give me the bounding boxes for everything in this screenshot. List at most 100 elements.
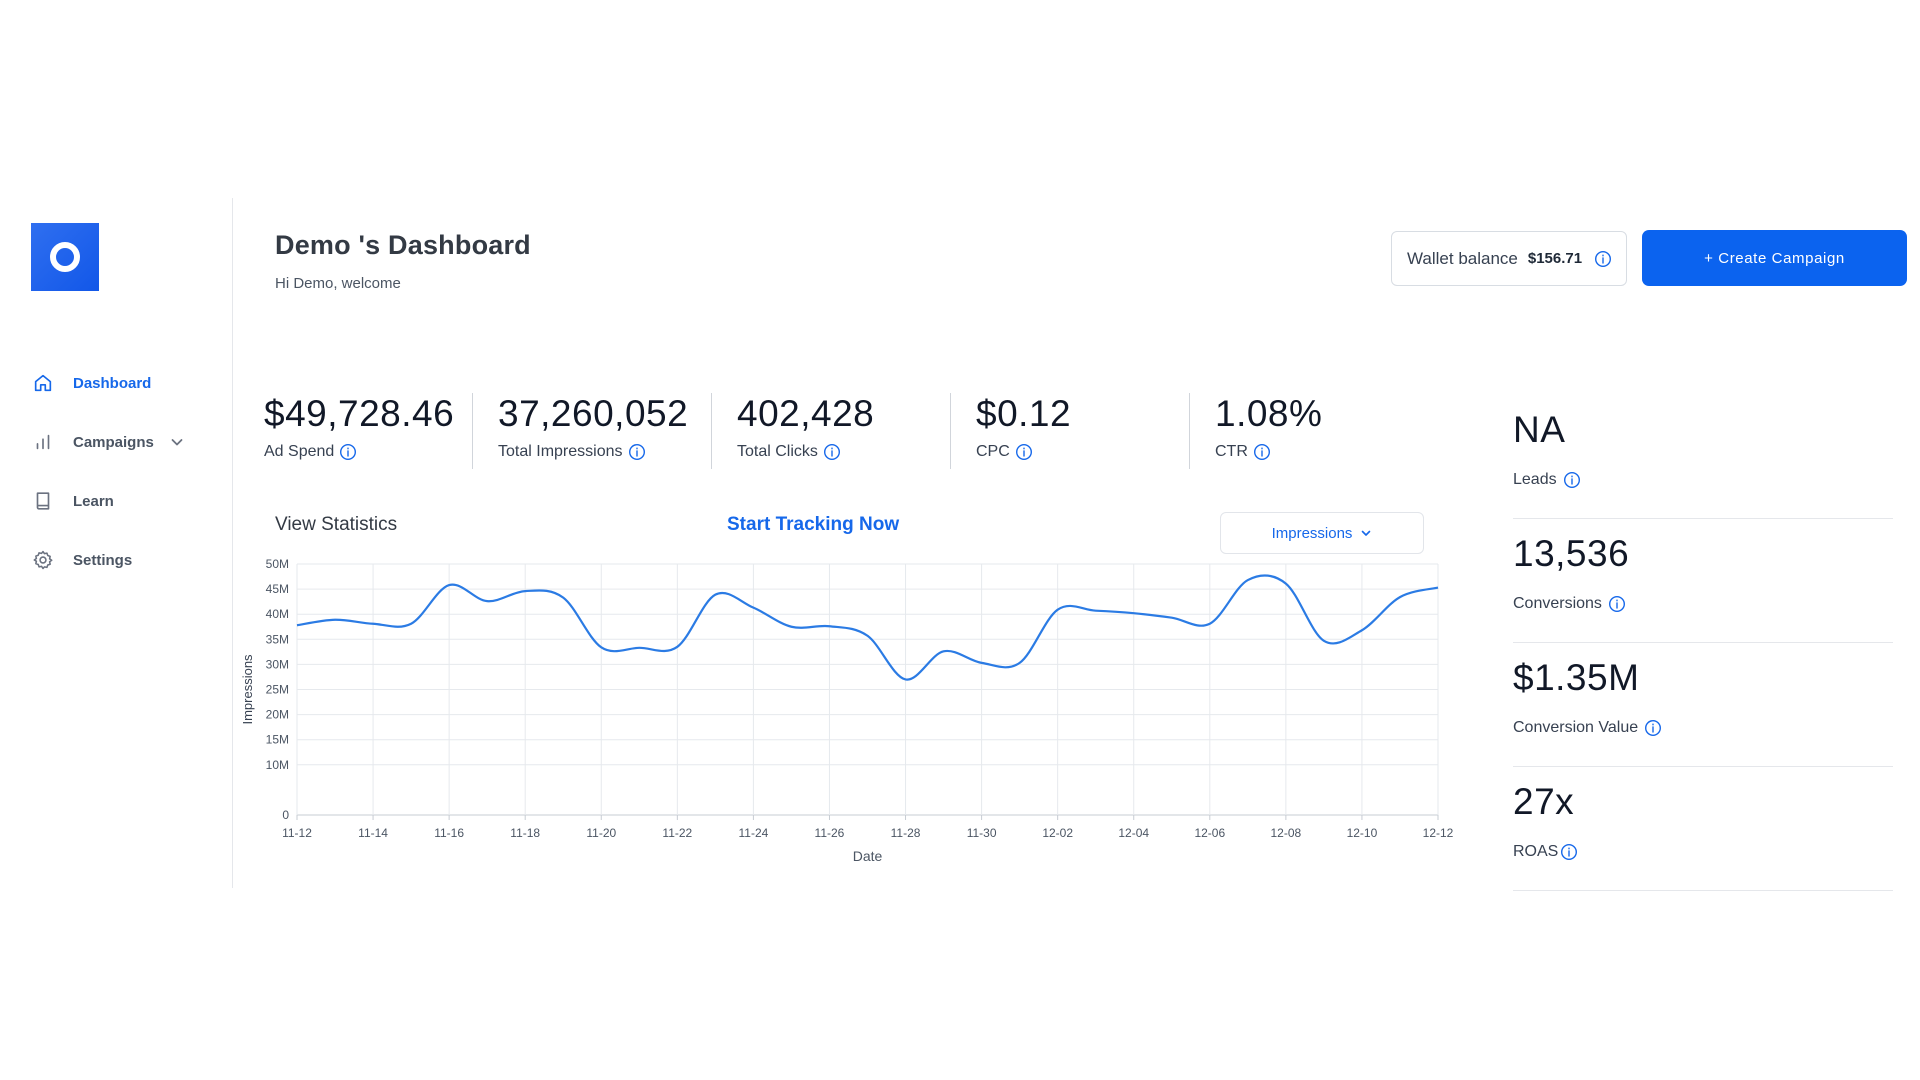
x-tick-label: 12-06 — [1194, 826, 1225, 840]
home-icon — [32, 372, 54, 394]
sidebar-item-settings[interactable]: Settings — [32, 545, 232, 575]
side-metric-value: NA — [1513, 409, 1566, 450]
sidebar-nav: Dashboard Campaigns Learn — [32, 368, 232, 604]
info-icon[interactable] — [1644, 719, 1662, 737]
sidebar: Dashboard Campaigns Learn — [0, 198, 233, 888]
side-metric-leads: NA Leads — [1513, 395, 1893, 519]
metric-cpc: $0.12 CPC — [950, 393, 1189, 469]
info-icon[interactable] — [1608, 595, 1626, 613]
metrics-row: $49,728.46 Ad Spend 37,260,052 Total Imp… — [262, 393, 1428, 469]
y-tick-label: 50M — [266, 557, 289, 571]
y-tick-label: 30M — [266, 657, 289, 671]
bar-chart-icon — [32, 431, 54, 453]
metric-label-row: Total Clicks — [737, 443, 950, 461]
dropdown-value: Impressions — [1271, 524, 1353, 542]
sidebar-item-label: Campaigns — [73, 433, 154, 451]
metric-label: CTR — [1215, 443, 1248, 460]
x-tick-label: 12-04 — [1118, 826, 1149, 840]
metric-label: Ad Spend — [264, 443, 335, 460]
side-metric-value: 13,536 — [1513, 533, 1630, 574]
y-tick-label: 25M — [266, 683, 289, 697]
x-tick-label: 11-14 — [358, 826, 388, 840]
side-metric-label-row: Conversion Value — [1513, 719, 1662, 737]
statistics-title: View Statistics — [275, 514, 398, 535]
side-metrics: NA Leads 13,536 Conversions $1.35M Conve… — [1513, 395, 1893, 891]
wallet-label: Wallet balance — [1407, 248, 1518, 268]
create-campaign-button[interactable]: + Create Campaign — [1642, 230, 1907, 286]
sidebar-item-learn[interactable]: Learn — [32, 486, 232, 516]
metric-total-clicks: 402,428 Total Clicks — [711, 393, 950, 469]
metric-value: 1.08% — [1215, 393, 1323, 434]
y-tick-label: 15M — [266, 733, 289, 747]
metric-label-row: CTR — [1215, 443, 1428, 461]
chart-svg: 0 10M 15M 20M 25M 30M 35M 40M 45M 50M 11-12 11-14 11… — [240, 557, 1454, 864]
logo-ring-icon — [50, 242, 80, 272]
wallet-balance-box: Wallet balance $156.71 — [1391, 231, 1627, 286]
info-icon[interactable] — [1015, 443, 1033, 461]
metric-value: 402,428 — [737, 393, 875, 434]
metric-label: Total Clicks — [737, 443, 818, 460]
side-metric-label: Leads — [1513, 471, 1557, 488]
x-tick-label: 11-24 — [738, 826, 768, 840]
start-tracking-link[interactable]: Start Tracking Now — [727, 514, 900, 535]
x-tick-label: 12-12 — [1423, 826, 1454, 840]
wallet-value: $156.71 — [1527, 250, 1583, 267]
y-tick-label: 45M — [266, 582, 289, 596]
sidebar-item-dashboard[interactable]: Dashboard — [32, 368, 232, 398]
info-icon[interactable] — [1563, 471, 1581, 489]
info-icon[interactable] — [628, 443, 646, 461]
side-metric-conversions: 13,536 Conversions — [1513, 519, 1893, 643]
book-icon — [32, 490, 54, 512]
app-logo[interactable] — [31, 223, 99, 291]
y-tick-label: 35M — [266, 632, 289, 646]
side-metric-roas: 27x ROAS — [1513, 767, 1893, 891]
chevron-down-icon[interactable] — [170, 435, 184, 449]
side-metric-label-row: Conversions — [1513, 595, 1626, 613]
metric-total-impressions: 37,260,052 Total Impressions — [472, 393, 711, 469]
y-tick-label: 20M — [266, 708, 289, 722]
side-metric-label-row: Leads — [1513, 471, 1581, 489]
metric-ad-spend: $49,728.46 Ad Spend — [262, 393, 472, 469]
x-tick-label: 11-20 — [586, 826, 616, 840]
side-metric-value: 27x — [1513, 781, 1575, 822]
welcome-text: Hi Demo, welcome — [275, 275, 401, 292]
x-tick-label: 12-10 — [1347, 826, 1378, 840]
page-title: Demo 's Dashboard — [275, 230, 531, 260]
x-axis-label: Date — [853, 848, 883, 864]
y-tick-label: 10M — [266, 758, 289, 772]
y-axis-label: Impressions — [240, 654, 255, 725]
x-tick-label: 12-08 — [1271, 826, 1302, 840]
metric-label-row: Ad Spend — [264, 443, 472, 461]
gear-icon — [32, 549, 54, 571]
x-tick-label: 11-30 — [967, 826, 997, 840]
side-metric-label: ROAS — [1513, 843, 1559, 860]
x-tick-label: 11-18 — [510, 826, 540, 840]
metric-value: $49,728.46 — [264, 393, 455, 434]
metric-value: 37,260,052 — [498, 393, 689, 434]
x-tick-label: 11-22 — [662, 826, 692, 840]
x-tick-label: 11-16 — [434, 826, 464, 840]
x-tick-label: 11-12 — [282, 826, 312, 840]
y-tick-label: 40M — [266, 607, 289, 621]
x-tick-label: 11-26 — [815, 826, 845, 840]
metric-label-row: CPC — [976, 443, 1189, 461]
metric-label-row: Total Impressions — [498, 443, 711, 461]
metric-ctr: 1.08% CTR — [1189, 393, 1428, 469]
info-icon[interactable] — [339, 443, 357, 461]
sidebar-item-label: Learn — [73, 492, 114, 510]
impressions-line-chart: 0 10M 15M 20M 25M 30M 35M 40M 45M 50M 11-12 11-14 11… — [230, 550, 1460, 880]
chevron-down-icon — [1360, 527, 1372, 539]
x-tick-label: 11-28 — [891, 826, 921, 840]
side-metric-label: Conversion Value — [1513, 719, 1639, 736]
side-metric-conversion-value: $1.35M Conversion Value — [1513, 643, 1893, 767]
info-icon[interactable] — [1560, 843, 1578, 861]
info-icon[interactable] — [823, 443, 841, 461]
sidebar-item-campaigns[interactable]: Campaigns — [32, 427, 232, 457]
info-icon[interactable] — [1594, 250, 1612, 268]
info-icon[interactable] — [1253, 443, 1271, 461]
metric-select-dropdown[interactable]: Impressions — [1220, 512, 1424, 554]
metric-label: Total Impressions — [498, 443, 623, 460]
y-tick-label: 0 — [282, 808, 289, 822]
sidebar-item-label: Dashboard — [73, 374, 152, 392]
